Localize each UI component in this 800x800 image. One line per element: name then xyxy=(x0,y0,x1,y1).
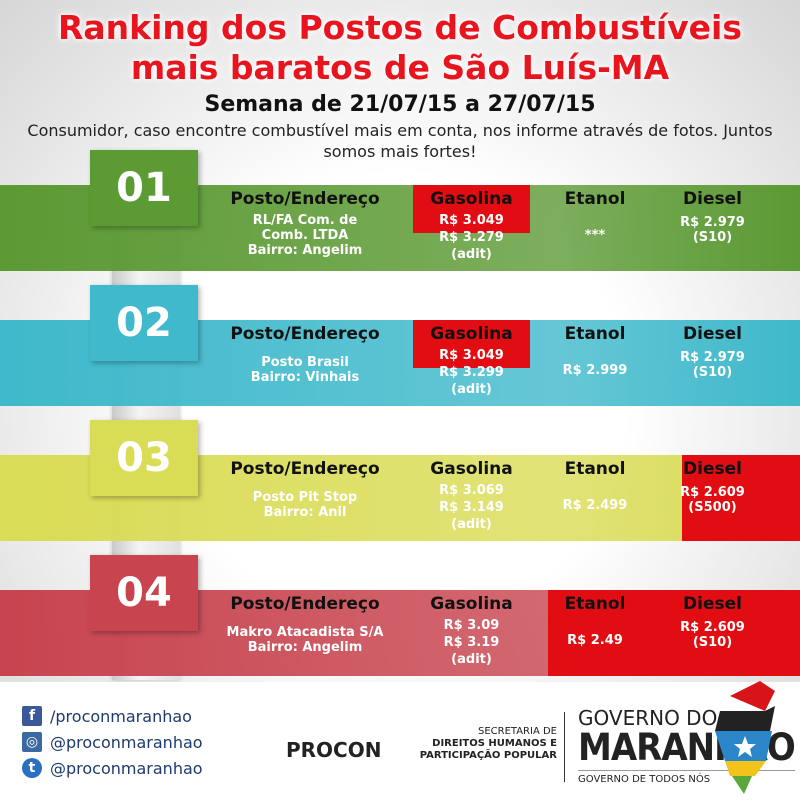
posto-value: Makro Atacadista S/A xyxy=(226,625,384,640)
instagram-icon: ◎ xyxy=(22,732,42,752)
posto-value: Bairro: Anil xyxy=(263,505,347,520)
etanol-value: *** xyxy=(584,228,606,243)
header-posto: Posto/Endereço xyxy=(230,189,380,209)
footer: f/proconmaranhao ◎ @proconmaranhao t @proc… xyxy=(0,681,800,800)
col-posto: Posto/Endereço Posto Pit Stop Bairro: Anil xyxy=(200,455,410,541)
col-etanol: Etanol R$ 2.999 xyxy=(540,320,650,406)
posto-value: Bairro: Vinhais xyxy=(250,370,360,385)
rank-badge: 03 xyxy=(90,420,198,496)
header-etanol: Etanol xyxy=(564,189,626,209)
header-diesel: Diesel xyxy=(683,459,742,479)
posto-value: Bairro: Angelim xyxy=(247,243,363,258)
twitter-icon: t xyxy=(22,758,42,778)
gov-line3: GOVERNO DE TODOS NÓS xyxy=(578,770,795,785)
ranking-row: Posto/Endereço Makro Atacadista S/A Bairro… xyxy=(0,590,800,676)
header-etanol: Etanol xyxy=(564,459,626,479)
highlight-cheapest xyxy=(548,590,648,676)
diesel-value: R$ 2.609 xyxy=(680,620,745,635)
diesel-value: R$ 2.609 xyxy=(680,485,745,500)
gasolina-value: R$ 3.279 xyxy=(439,230,504,245)
col-diesel: Diesel R$ 2.979 (S10) xyxy=(650,320,775,406)
highlight-cheapest xyxy=(682,455,800,541)
secretaria-line: SECRETARIA DE xyxy=(477,726,557,737)
col-gasolina: Gasolina R$ 3.049 R$ 3.299 (adit) xyxy=(413,320,530,406)
gasolina-value: (adit) xyxy=(451,517,492,532)
instagram-link[interactable]: @proconmaranhao xyxy=(50,732,203,752)
procon-logo: PROCON xyxy=(286,738,382,762)
gasolina-value: R$ 3.19 xyxy=(443,635,500,650)
header-gasolina: Gasolina xyxy=(430,594,513,614)
title-line-1: Ranking dos Postos de Combustíveis xyxy=(58,8,742,47)
diesel-value: (S10) xyxy=(692,635,733,650)
divider xyxy=(564,712,565,782)
diesel-value: (S500) xyxy=(688,500,737,515)
header-posto: Posto/Endereço xyxy=(230,459,380,479)
ranking-row: Posto/Endereço Posto Brasil Bairro: Vinhai… xyxy=(0,320,800,406)
gasolina-value: R$ 3.299 xyxy=(439,365,504,380)
facebook-icon: f xyxy=(22,706,42,726)
facebook-link[interactable]: /proconmaranhao xyxy=(50,706,192,726)
diesel-value: R$ 2.979 xyxy=(680,215,745,230)
rank-badge: 04 xyxy=(90,555,198,631)
diesel-value: R$ 2.979 xyxy=(680,350,745,365)
gasolina-value: (adit) xyxy=(451,652,492,667)
header-gasolina: Gasolina xyxy=(430,189,513,209)
title-line-2: mais baratos de São Luís-MA xyxy=(130,48,670,87)
header-etanol: Etanol xyxy=(564,324,626,344)
gasolina-value: R$ 3.049 xyxy=(439,348,504,363)
posto-value: Posto Brasil xyxy=(261,355,349,370)
gasolina-value: R$ 3.09 xyxy=(443,618,500,633)
header-diesel: Diesel xyxy=(683,324,742,344)
header-gasolina: Gasolina xyxy=(430,324,513,344)
col-posto: Posto/Endereço Posto Brasil Bairro: Vinhai… xyxy=(200,320,410,406)
col-diesel: Diesel R$ 2.979 (S10) xyxy=(650,185,775,271)
posto-value: RL/FA Com. de xyxy=(252,213,358,228)
header-posto: Posto/Endereço xyxy=(230,324,380,344)
rank-badge: 02 xyxy=(90,285,198,361)
header-gasolina: Gasolina xyxy=(430,459,513,479)
highlight-cheapest xyxy=(413,185,530,233)
gasolina-value: R$ 3.149 xyxy=(439,500,504,515)
etanol-value: R$ 2.49 xyxy=(567,633,623,648)
etanol-value: R$ 2.499 xyxy=(562,498,628,513)
etanol-value: R$ 2.999 xyxy=(562,363,628,378)
col-diesel: Diesel R$ 2.609 (S10) xyxy=(650,590,775,676)
maranhao-map-icon xyxy=(715,681,775,794)
col-etanol: Etanol *** xyxy=(540,185,650,271)
col-gasolina: Gasolina R$ 3.09 R$ 3.19 (adit) xyxy=(413,590,530,676)
col-gasolina: Gasolina R$ 3.049 R$ 3.279 (adit) xyxy=(413,185,530,271)
col-posto: Posto/Endereço RL/FA Com. de Comb. LTDA Bai… xyxy=(200,185,410,271)
posto-value: Comb. LTDA xyxy=(261,228,349,243)
secretaria-line: PARTICIPAÇÃO POPULAR xyxy=(419,750,557,761)
diesel-value: (S10) xyxy=(692,365,733,380)
header-diesel: Diesel xyxy=(683,189,742,209)
gov-line1: GOVERNO DO xyxy=(578,706,718,730)
header-etanol: Etanol xyxy=(564,594,626,614)
header-posto: Posto/Endereço xyxy=(230,594,380,614)
highlight-cheapest xyxy=(648,590,800,676)
gasolina-value: (adit) xyxy=(451,382,492,397)
col-diesel: Diesel R$ 2.609 (S500) xyxy=(650,455,775,541)
posto-value: Posto Pit Stop xyxy=(252,490,358,505)
col-posto: Posto/Endereço Makro Atacadista S/A Bairro… xyxy=(200,590,410,676)
col-gasolina: Gasolina R$ 3.069 R$ 3.149 (adit) xyxy=(413,455,530,541)
diesel-value: (S10) xyxy=(692,230,733,245)
twitter-link[interactable]: @proconmaranhao xyxy=(50,758,203,778)
gasolina-value: R$ 3.069 xyxy=(439,483,504,498)
subtitle: Semana de 21/07/15 a 27/07/15 xyxy=(204,92,596,117)
header-diesel: Diesel xyxy=(683,594,742,614)
posto-value: Bairro: Angelim xyxy=(247,640,363,655)
col-etanol: Etanol R$ 2.499 xyxy=(540,455,650,541)
note: Consumidor, caso encontre combustível ma… xyxy=(27,121,773,161)
rank-badge: 01 xyxy=(90,150,198,226)
gasolina-value: (adit) xyxy=(451,247,492,262)
highlight-cheapest xyxy=(413,320,530,368)
gasolina-value: R$ 3.049 xyxy=(439,213,504,228)
secretaria-logo: SECRETARIA DE DIREITOS HUMANOS E PARTICI… xyxy=(405,726,557,762)
secretaria-line: DIREITOS HUMANOS E xyxy=(432,738,557,749)
col-etanol: Etanol R$ 2.49 xyxy=(540,590,650,676)
